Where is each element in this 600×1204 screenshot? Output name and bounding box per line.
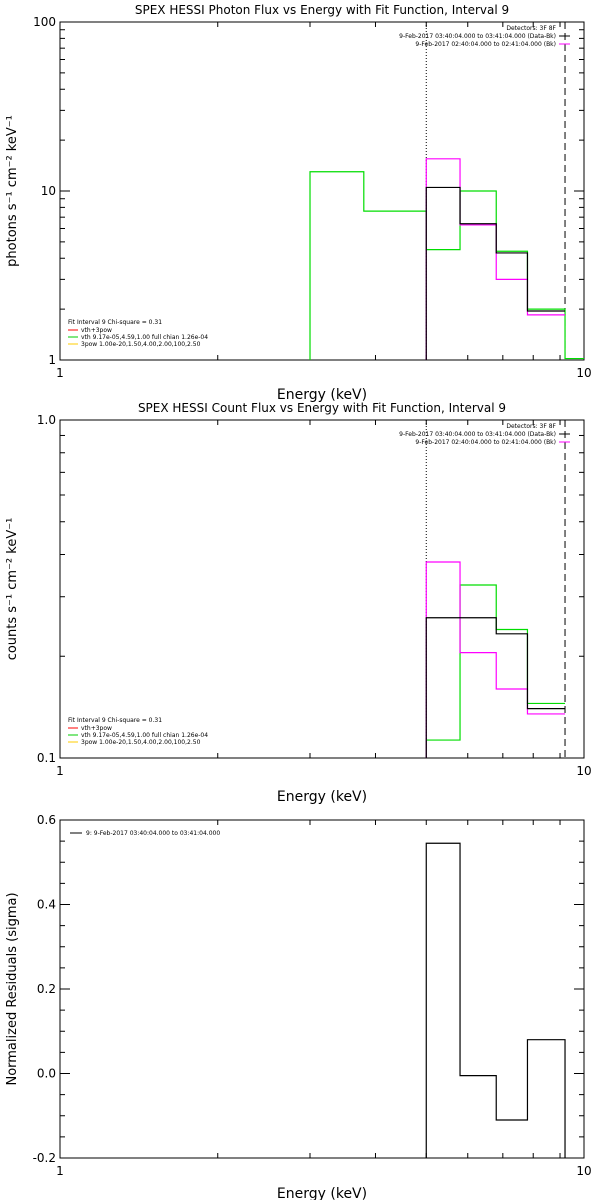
plot-frame <box>59 819 585 1159</box>
chart-title: SPEX HESSI Count Flux vs Energy with Fit… <box>138 401 506 415</box>
legend-bottom-entry: vth+3pow <box>81 327 112 334</box>
histogram-series-0 <box>309 171 584 360</box>
x-tick-label: 10 <box>576 366 591 380</box>
histogram-series-2 <box>425 617 566 758</box>
x-tick-label: 1 <box>56 764 64 778</box>
legend-bottom-header: Fit Interval 9 Chi-square = 0.31 <box>68 717 162 724</box>
legend-top-entry: 9-Feb-2017 03:40:04.000 to 03:41:04.000 … <box>399 33 556 40</box>
histogram-series-2 <box>425 186 566 360</box>
y-axis-label: photons s⁻¹ cm⁻² keV⁻¹ <box>5 115 20 267</box>
legend-top-entry: 9-Feb-2017 03:40:04.000 to 03:41:04.000 … <box>399 431 556 438</box>
histogram-series-0 <box>425 842 566 1158</box>
y-tick-label: 0.2 <box>37 982 56 996</box>
y-tick-label: 100 <box>33 15 56 29</box>
legend-bottom-entry: vth 9.17e-05,4.59,1.00 full chian 1.26e-… <box>81 732 208 739</box>
x-tick-label: 1 <box>56 366 64 380</box>
legend-bottom-entry: vth 9.17e-05,4.59,1.00 full chian 1.26e-… <box>81 334 208 341</box>
chart-title: SPEX HESSI Photon Flux vs Energy with Fi… <box>135 3 509 17</box>
y-tick-label: 1 <box>48 353 56 367</box>
legend-top-entry: Detectors: 3F 8F <box>506 423 556 430</box>
legend-bottom-entry: vth+3pow <box>81 725 112 732</box>
y-tick-label: 0.1 <box>37 751 56 765</box>
legend-bottom-entry: 3pow 1.00e-20,1.50,4.00,2.00,100,2.50 <box>81 341 201 348</box>
x-axis-label: Energy (keV) <box>277 1186 367 1200</box>
legend-bottom-header: Fit Interval 9 Chi-square = 0.31 <box>68 319 162 326</box>
legend-top-entry: 9-Feb-2017 02:40:04.000 to 02:41:04.000 … <box>415 41 556 48</box>
plot-frame <box>59 419 585 759</box>
y-tick-label: 0.6 <box>37 813 56 827</box>
legend-left-entry: 9: 9-Feb-2017 03:40:04.000 to 03:41:04.0… <box>86 830 220 837</box>
y-tick-label: 10 <box>41 184 56 198</box>
legend-top-entry: 9-Feb-2017 02:40:04.000 to 02:41:04.000 … <box>415 439 556 446</box>
x-axis-label: Energy (keV) <box>277 387 367 403</box>
y-tick-label: 0.4 <box>37 898 56 912</box>
y-tick-label: -0.2 <box>33 1151 56 1165</box>
legend-bottom-entry: 3pow 1.00e-20,1.50,4.00,2.00,100,2.50 <box>81 739 201 746</box>
x-axis-label: Energy (keV) <box>277 789 367 805</box>
x-tick-label: 10 <box>576 764 591 778</box>
legend-top-entry: Detectors: 3F 8F <box>506 25 556 32</box>
x-tick-label: 10 <box>576 1164 591 1178</box>
y-axis-label: counts s⁻¹ cm⁻² keV⁻¹ <box>5 518 20 661</box>
y-axis-label: Normalized Residuals (sigma) <box>5 892 20 1085</box>
plot-frame <box>59 21 585 361</box>
y-tick-label: 0.0 <box>37 1067 56 1081</box>
x-tick-label: 1 <box>56 1164 64 1178</box>
y-tick-label: 1.0 <box>37 413 56 427</box>
histogram-series-1 <box>425 158 566 360</box>
